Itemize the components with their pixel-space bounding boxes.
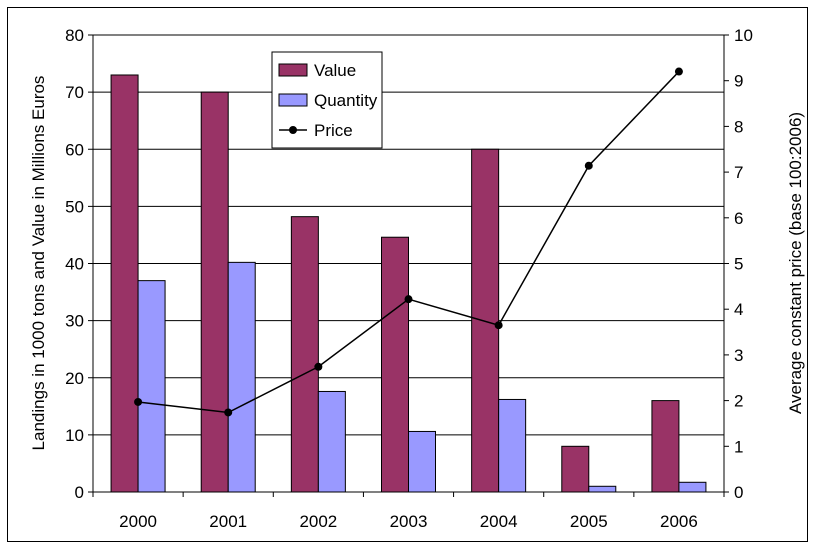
bar-quantity [408,430,436,493]
bar-quantity [137,280,166,493]
x-tick-label: 2003 [390,512,428,531]
right-tick-label: 1 [734,437,743,456]
left-tick-label: 20 [65,369,84,388]
right-axis-ticks: 0 1 2 3 4 5 6 7 8 9 10 [724,26,753,502]
bar-value [110,74,139,493]
left-tick-label: 10 [65,426,84,445]
right-tick-label: 3 [734,346,743,365]
left-tick-label: 40 [65,255,84,274]
left-tick-label: 60 [65,140,84,159]
price-line-series [134,67,683,417]
right-tick-label: 8 [734,117,743,136]
right-tick-label: 0 [734,483,743,502]
left-tick-label: 50 [65,197,84,216]
price-point [584,161,593,170]
bar-value [381,236,409,493]
y-axis-title: Landings in 1000 tons and Value in Milli… [29,76,48,451]
x-tick-label: 2005 [570,512,608,531]
legend-label-price: Price [314,121,353,140]
bar-quantity [588,485,617,493]
legend-label-value: Value [314,61,356,80]
y2-axis-title: Average constant price (base 100:2006) [786,112,805,414]
bar-value [290,216,319,493]
price-point [224,408,233,417]
price-point [494,321,503,330]
price-point [314,362,323,371]
left-tick-label: 80 [65,26,84,45]
legend-swatch-marker [289,126,297,134]
right-tick-label: 9 [734,72,743,91]
right-tick-label: 2 [734,392,743,411]
left-tick-label: 0 [75,483,84,502]
legend-label-quantity: Quantity [314,91,378,110]
bar-quantity [678,481,707,493]
legend: Value Quantity Price [271,51,383,149]
bar-series [110,74,707,493]
bar-quantity [498,398,527,493]
x-tick-label: 2004 [480,512,518,531]
price-point [404,295,413,304]
x-tick-label: 2001 [209,512,247,531]
right-tick-label: 6 [734,209,743,228]
bar-value [561,445,590,493]
right-tick-label: 5 [734,255,743,274]
legend-swatch-quantity [278,93,308,107]
left-tick-label: 70 [65,83,84,102]
gridlines [93,34,724,436]
x-tick-label: 2000 [119,512,157,531]
price-point [674,67,683,76]
x-tick-label: 2006 [660,512,698,531]
right-tick-label: 7 [734,163,743,182]
bar-quantity [317,390,346,493]
left-tick-label: 30 [65,312,84,331]
legend-swatch-value [278,63,308,77]
bar-quantity [227,261,256,493]
bar-value [200,91,229,493]
right-tick-label: 10 [734,26,753,45]
bar-value [651,400,680,493]
left-axis-ticks: 0 10 20 30 40 50 60 70 80 [65,26,93,502]
right-tick-label: 4 [734,300,743,319]
x-tick-label: 2002 [299,512,337,531]
x-axis-ticks: 2000 2001 2002 2003 2004 2005 2006 [92,492,725,531]
price-point [134,397,143,406]
